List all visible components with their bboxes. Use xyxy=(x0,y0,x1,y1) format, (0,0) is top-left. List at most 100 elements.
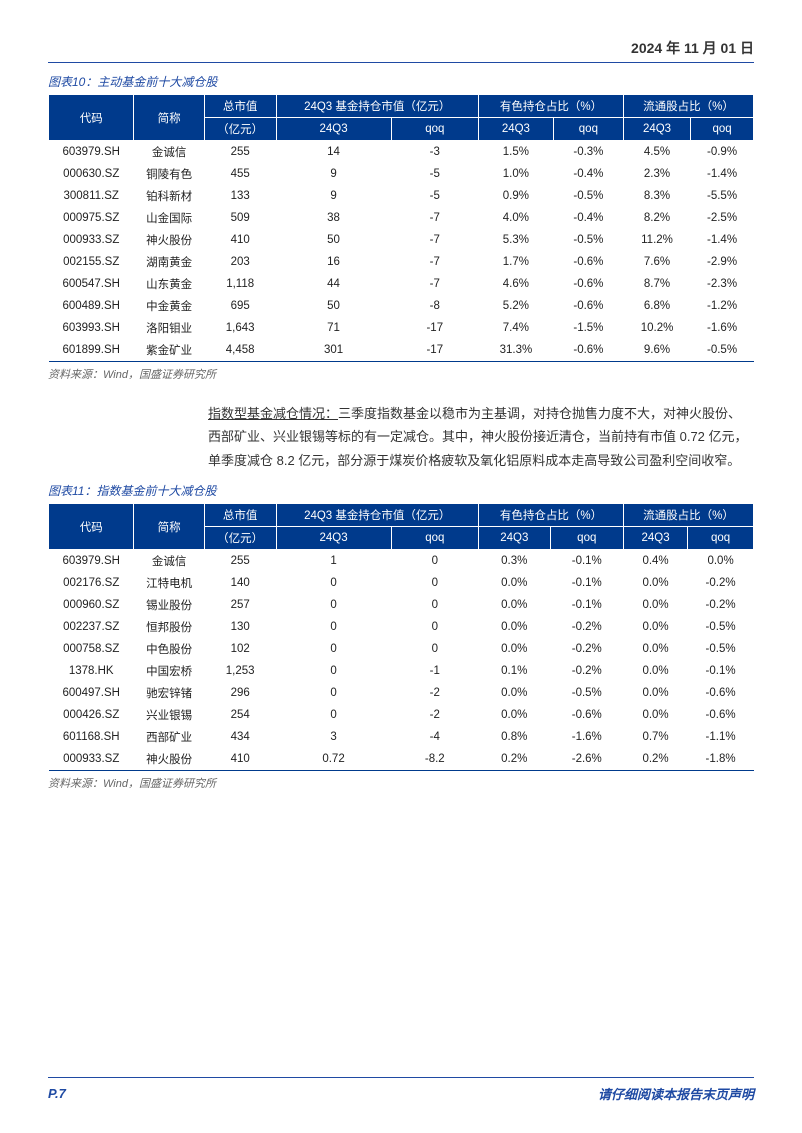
footer: P.7 请仔细阅读本报告末页声明 xyxy=(48,1082,754,1103)
col-float-pct: 流通股占比（%） xyxy=(623,504,753,527)
table-cell: 神火股份 xyxy=(134,748,204,771)
sub-qoq-a: qoq xyxy=(391,527,478,550)
table-cell: 0 xyxy=(276,660,391,682)
table-cell: 4.5% xyxy=(623,141,690,164)
table-cell: 603979.SH xyxy=(49,550,134,573)
table-cell: 255 xyxy=(204,550,276,573)
table-cell: 0.2% xyxy=(478,748,550,771)
table-cell: 16 xyxy=(276,251,391,273)
table-cell: -2.9% xyxy=(691,251,754,273)
table-cell: 5.2% xyxy=(478,295,553,317)
table-cell: -5 xyxy=(391,163,478,185)
table-row: 603993.SH洛阳钼业1,64371-177.4%-1.5%10.2%-1.… xyxy=(49,317,754,339)
col-name: 简称 xyxy=(134,504,204,550)
table-cell: 8.3% xyxy=(623,185,690,207)
col-name: 简称 xyxy=(134,95,204,141)
table-cell: -8 xyxy=(391,295,478,317)
table-cell: 0 xyxy=(276,704,391,726)
table-row: 000975.SZ山金国际50938-74.0%-0.4%8.2%-2.5% xyxy=(49,207,754,229)
table-row: 603979.SH金诚信255100.3%-0.1%0.4%0.0% xyxy=(49,550,754,573)
table-cell: -2 xyxy=(391,682,478,704)
table-cell: 509 xyxy=(204,207,276,229)
table-cell: 600489.SH xyxy=(49,295,134,317)
table-cell: -4 xyxy=(391,726,478,748)
table10-body: 603979.SH金诚信25514-31.5%-0.3%4.5%-0.9%000… xyxy=(49,141,754,362)
table-cell: 296 xyxy=(204,682,276,704)
table-cell: 神火股份 xyxy=(134,229,204,251)
table-cell: 0.3% xyxy=(478,550,550,573)
table-row: 603979.SH金诚信25514-31.5%-0.3%4.5%-0.9% xyxy=(49,141,754,164)
table11-head: 代码 简称 总市值 24Q3 基金持仓市值（亿元） 有色持仓占比（%） 流通股占… xyxy=(49,504,754,550)
spacer xyxy=(48,805,754,1077)
table-cell: 0.7% xyxy=(623,726,687,748)
table-cell: 0.0% xyxy=(688,550,754,573)
table-cell: -0.2% xyxy=(688,572,754,594)
sub-24q3-c: 24Q3 xyxy=(623,118,690,141)
table-cell: -7 xyxy=(391,273,478,295)
table-cell: -0.1% xyxy=(550,594,623,616)
table-cell: 1378.HK xyxy=(49,660,134,682)
table-cell: 3 xyxy=(276,726,391,748)
table-row: 002176.SZ江特电机140000.0%-0.1%0.0%-0.2% xyxy=(49,572,754,594)
col-float-pct: 流通股占比（%） xyxy=(623,95,753,118)
table-cell: -0.3% xyxy=(553,141,623,164)
sub-unit: （亿元） xyxy=(204,118,276,141)
table-cell: 0.72 xyxy=(276,748,391,771)
table-cell: 695 xyxy=(204,295,276,317)
sub-24q3-b: 24Q3 xyxy=(478,527,550,550)
sub-qoq-c: qoq xyxy=(691,118,754,141)
table-cell: 0 xyxy=(391,572,478,594)
table-cell: -8.2 xyxy=(391,748,478,771)
col-mktcap: 总市值 xyxy=(204,95,276,118)
table-cell: 0 xyxy=(276,638,391,660)
table-cell: 4,458 xyxy=(204,339,276,362)
table-cell: 603979.SH xyxy=(49,141,134,164)
table-cell: 434 xyxy=(204,726,276,748)
table-cell: 603993.SH xyxy=(49,317,134,339)
table-cell: 0.2% xyxy=(623,748,687,771)
table-cell: -0.2% xyxy=(688,594,754,616)
table-row: 600497.SH驰宏锌锗2960-20.0%-0.5%0.0%-0.6% xyxy=(49,682,754,704)
table-cell: 1.5% xyxy=(478,141,553,164)
table-cell: -0.5% xyxy=(553,185,623,207)
table-cell: 000426.SZ xyxy=(49,704,134,726)
table-cell: 600497.SH xyxy=(49,682,134,704)
table-cell: -7 xyxy=(391,251,478,273)
table-cell: 0.0% xyxy=(623,682,687,704)
table-cell: 0 xyxy=(276,572,391,594)
page: 2024 年 11 月 01 日 图表10：主动基金前十大减仓股 代码 简称 总… xyxy=(0,0,802,1133)
table-cell: 002176.SZ xyxy=(49,572,134,594)
table-cell: 0.0% xyxy=(623,660,687,682)
table-row: 000630.SZ铜陵有色4559-51.0%-0.4%2.3%-1.4% xyxy=(49,163,754,185)
table-cell: 江特电机 xyxy=(134,572,204,594)
table-cell: -1.4% xyxy=(691,163,754,185)
table-cell: -1 xyxy=(391,660,478,682)
table-cell: -0.6% xyxy=(553,295,623,317)
table-cell: -17 xyxy=(391,339,478,362)
table-cell: 0.0% xyxy=(478,616,550,638)
sub-qoq-b: qoq xyxy=(553,118,623,141)
table-row: 002237.SZ恒邦股份130000.0%-0.2%0.0%-0.5% xyxy=(49,616,754,638)
table-cell: 0.0% xyxy=(478,704,550,726)
table-cell: -0.6% xyxy=(688,682,754,704)
table-cell: -0.5% xyxy=(688,616,754,638)
table-cell: 湖南黄金 xyxy=(134,251,204,273)
col-mktcap: 总市值 xyxy=(204,504,276,527)
sub-qoq-a: qoq xyxy=(391,118,478,141)
table-cell: -0.9% xyxy=(691,141,754,164)
table-cell: 金诚信 xyxy=(134,550,204,573)
table-cell: 255 xyxy=(204,141,276,164)
col-code: 代码 xyxy=(49,504,134,550)
table10-title: 图表10：主动基金前十大减仓股 xyxy=(48,73,754,90)
table-row: 000933.SZ神火股份41050-75.3%-0.5%11.2%-1.4% xyxy=(49,229,754,251)
table10-source: 资料来源：Wind，国盛证券研究所 xyxy=(48,366,754,382)
table-cell: 000933.SZ xyxy=(49,748,134,771)
table-cell: 6.8% xyxy=(623,295,690,317)
table-cell: 0.0% xyxy=(623,638,687,660)
table-cell: 0.8% xyxy=(478,726,550,748)
table-cell: -0.2% xyxy=(550,638,623,660)
table11-source: 资料来源：Wind，国盛证券研究所 xyxy=(48,775,754,791)
table-cell: -0.6% xyxy=(550,704,623,726)
table-row: 300811.SZ铂科新材1339-50.9%-0.5%8.3%-5.5% xyxy=(49,185,754,207)
table-cell: 254 xyxy=(204,704,276,726)
